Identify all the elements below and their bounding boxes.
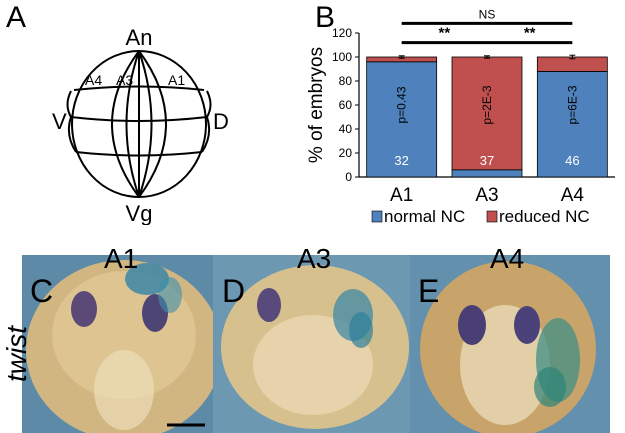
y-tick-label: 0 bbox=[345, 170, 352, 184]
p-value-label: p=0.43 bbox=[395, 86, 409, 123]
embryo-diagram: An Vg V D A4 A3 A1 bbox=[52, 25, 229, 225]
embryo-photo-a1 bbox=[22, 255, 222, 433]
vegetal-pole-label: Vg bbox=[126, 201, 153, 225]
count-label: 32 bbox=[394, 153, 408, 168]
y-axis-label: % of embryos bbox=[306, 47, 327, 163]
bar-segment-normal bbox=[536, 71, 608, 178]
stacked-bar-chart: 0 20 40 60 80 100 120 % of embryos p=0.43 32 A1 p=2… bbox=[306, 7, 615, 226]
meridian-left-outer bbox=[111, 50, 140, 198]
bar-segment-normal bbox=[366, 61, 438, 178]
panel-letter-a: A bbox=[6, 1, 27, 34]
count-label: 46 bbox=[565, 153, 579, 168]
legend-swatch-reduced bbox=[486, 210, 498, 223]
meridian-left-inner bbox=[125, 50, 140, 198]
meridian-right-outer bbox=[138, 50, 167, 198]
y-tick-label: 120 bbox=[332, 26, 352, 40]
legend-label-normal: normal NC bbox=[384, 207, 465, 226]
meridian-right-inner bbox=[138, 50, 153, 198]
x-tick-label: A1 bbox=[390, 185, 413, 206]
ventral-label: V bbox=[52, 109, 67, 134]
legend-swatch-normal bbox=[371, 210, 383, 223]
y-tick-label: 20 bbox=[339, 146, 353, 160]
panel-letter-c: C bbox=[30, 273, 54, 309]
legend-label-reduced: reduced NC bbox=[499, 207, 590, 226]
blastomere-a1-label: A1 bbox=[168, 72, 185, 88]
animal-pole-label: An bbox=[126, 25, 153, 50]
dorsal-label: D bbox=[213, 109, 229, 134]
blastomere-a4-label: A4 bbox=[85, 72, 102, 88]
significance-label: ** bbox=[438, 25, 450, 42]
embryo-photo-a3 bbox=[213, 255, 413, 433]
blastomere-a3-label: A3 bbox=[116, 72, 133, 88]
p-value-label: p=2E-3 bbox=[480, 85, 494, 124]
gene-label: twist bbox=[1, 326, 32, 382]
panel-letter-e: E bbox=[418, 273, 440, 309]
embryo-photo-a4 bbox=[410, 255, 610, 433]
photo-label-a1: A1 bbox=[104, 243, 139, 274]
y-tick-label: 60 bbox=[339, 98, 353, 112]
photo-label-a3: A3 bbox=[297, 243, 332, 274]
x-tick-label: A4 bbox=[561, 185, 585, 206]
significance-label: NS bbox=[479, 7, 496, 21]
left-bulge bbox=[66, 90, 77, 153]
bar-segment-reduced bbox=[451, 56, 523, 171]
significance-label: ** bbox=[524, 25, 536, 42]
bar-segment-normal bbox=[451, 169, 523, 178]
y-tick-label: 100 bbox=[332, 50, 352, 64]
x-tick-label: A3 bbox=[475, 185, 498, 206]
p-value-label: p=6E-3 bbox=[565, 85, 579, 124]
right-bulge bbox=[201, 90, 212, 153]
panel-letter-b: B bbox=[315, 1, 336, 34]
y-tick-label: 80 bbox=[339, 74, 353, 88]
y-tick-label: 40 bbox=[339, 122, 353, 136]
photo-label-a4: A4 bbox=[490, 243, 525, 274]
count-label: 37 bbox=[480, 153, 494, 168]
panel-letter-d: D bbox=[222, 273, 246, 309]
